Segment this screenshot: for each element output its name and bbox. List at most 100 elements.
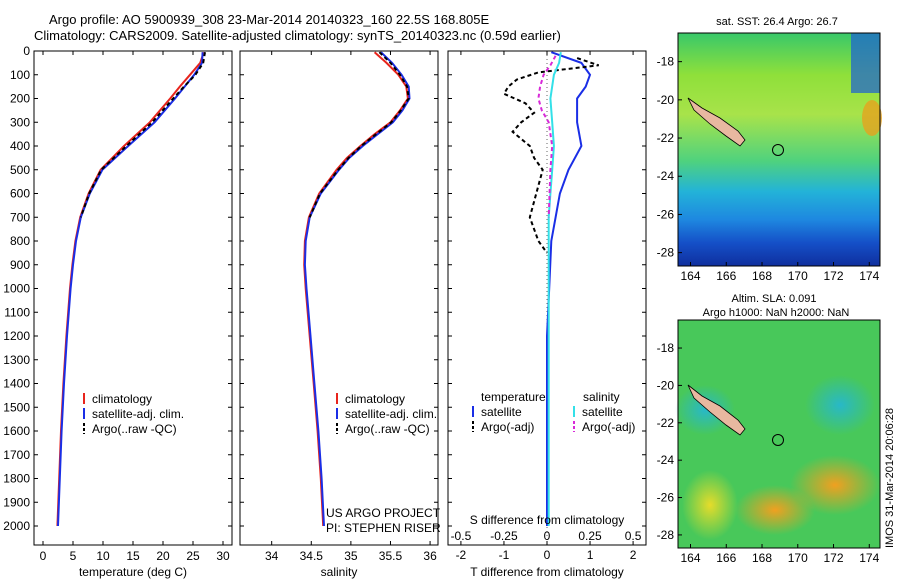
pi-credit: PI: STEPHEN RISER — [326, 521, 441, 535]
x-tick-label: 0 — [544, 548, 551, 562]
y-tick-label: 1800 — [3, 472, 30, 486]
s-tick-label: -0.5 — [451, 529, 472, 543]
map-y-tick-label: -24 — [657, 169, 675, 183]
map-y-tick-label: -26 — [657, 491, 675, 505]
legend-label-t-argo: Argo(-adj) — [481, 420, 534, 434]
map-y-tick-label: -18 — [657, 341, 675, 355]
map-y-tick-label: -20 — [657, 378, 675, 392]
map-y-tick-label: -24 — [657, 453, 675, 467]
series-line-climatology — [56, 51, 205, 527]
map-x-tick-label: 174 — [859, 269, 879, 283]
map-x-tick-label: 166 — [716, 269, 736, 283]
x-tick-label: 30 — [216, 549, 230, 563]
x-tick-label: 1 — [587, 548, 594, 562]
legend-label-argo: Argo(..raw -QC) — [92, 422, 177, 436]
difference-top-xlabel: S difference from climatology — [470, 513, 625, 527]
argo-position-marker — [772, 144, 784, 156]
map-x-tick-label: 170 — [788, 551, 808, 565]
x-tick-label: 34.5 — [300, 549, 324, 563]
sst-map-frame — [677, 32, 881, 267]
x-tick-label: 35.5 — [379, 549, 403, 563]
y-tick-label: 0 — [23, 44, 30, 58]
y-tick-label: 900 — [10, 258, 30, 272]
x-tick-label: 5 — [70, 549, 77, 563]
map-x-tick-label: 170 — [788, 269, 808, 283]
x-tick-label: -1 — [499, 548, 510, 562]
sst-map — [677, 32, 882, 267]
sst-field — [678, 33, 880, 266]
y-tick-label: 1200 — [3, 329, 30, 343]
s-tick-label: 0.5 — [625, 529, 642, 543]
temperature-axes — [33, 50, 233, 546]
temperature-xlabel: temperature (deg C) — [79, 565, 187, 579]
map-y-tick-label: -28 — [657, 528, 675, 542]
map-y-tick-label: -20 — [657, 93, 675, 107]
x-tick-label: -2 — [456, 548, 467, 562]
y-tick-label: 1500 — [3, 400, 30, 414]
legend-label-s-satellite: satellite — [582, 405, 623, 419]
x-tick-label: 20 — [156, 549, 170, 563]
sla-low-1 — [805, 375, 875, 435]
legend-label-argo: Argo(..raw -QC) — [345, 422, 430, 436]
sst-warm-patch — [851, 33, 880, 93]
sla-map-frame — [677, 319, 881, 549]
difference-xlabel: T difference from climatology — [470, 565, 624, 579]
project-credit: US ARGO PROJECT — [326, 506, 441, 520]
map-x-tick-label: 172 — [824, 269, 844, 283]
difference-legend: temperature salinity satellite Argo(-adj… — [472, 390, 635, 434]
new-caledonia-island — [687, 384, 746, 436]
salinity-legend: climatology satellite-adj. clim. Argo(..… — [336, 392, 437, 436]
sla-high-2 — [735, 485, 815, 535]
map-y-tick-label: -22 — [657, 131, 675, 145]
figure-title-line1: Argo profile: AO 5900939_308 23-Mar-2014… — [49, 12, 490, 27]
legend-label-climatology: climatology — [345, 392, 405, 406]
new-caledonia-island — [687, 97, 746, 147]
series-line-satellite-adj-clim- — [303, 51, 411, 527]
legend-label-satellite: satellite-adj. clim. — [345, 407, 437, 421]
argo-position-marker — [772, 434, 784, 446]
map-x-tick-label: 168 — [752, 269, 772, 283]
legend-label-climatology: climatology — [92, 392, 152, 406]
y-tick-label: 100 — [10, 68, 30, 82]
temperature-plot: 0 5 10 15 20 25 300100200300400500600700800900… — [3, 44, 232, 563]
sst-hot-spot — [862, 100, 882, 136]
map-x-tick-label: 164 — [680, 551, 700, 565]
legend-title-salinity: salinity — [583, 390, 620, 404]
map-x-tick-label: 166 — [716, 551, 736, 565]
map-x-tick-label: 174 — [859, 551, 879, 565]
temperature-legend: climatology satellite-adj. clim. Argo(..… — [83, 392, 184, 436]
series-line-satellite-adj-clim- — [57, 52, 204, 527]
legend-label-satellite: satellite-adj. clim. — [92, 407, 184, 421]
salinity-xlabel: salinity — [321, 565, 358, 579]
s-tick-label: -0.25 — [490, 529, 518, 543]
sla-low-2 — [675, 385, 735, 435]
series-line-s-argo-adj- — [537, 55, 557, 218]
difference-plot: -2 -1 0 1 2-0.5 -0.25 0 0.25 0.5 — [448, 50, 646, 562]
x-tick-label: 15 — [126, 549, 140, 563]
y-tick-label: 1100 — [4, 305, 30, 319]
x-tick-label: 35 — [344, 549, 358, 563]
y-tick-label: 2000 — [3, 519, 30, 533]
y-tick-label: 400 — [10, 139, 30, 153]
y-tick-label: 800 — [10, 234, 30, 248]
imos-timestamp: IMOS 31-Mar-2014 20:06:28 — [884, 408, 896, 548]
sla-high-3 — [682, 470, 738, 540]
series-line-argo-raw-qc- — [308, 51, 410, 218]
map-y-tick-label: -28 — [657, 246, 675, 260]
y-tick-label: 300 — [10, 115, 30, 129]
sla-map-subtitle: Argo h1000: NaN h2000: NaN — [703, 307, 850, 319]
map-y-tick-label: -18 — [657, 55, 675, 69]
legend-label-s-argo: Argo(-adj) — [582, 420, 635, 434]
sla-high-1 — [790, 455, 880, 515]
sst-map-title: sat. SST: 26.4 Argo: 26.7 — [716, 16, 838, 28]
legend-label-t-satellite: satellite — [481, 405, 522, 419]
x-tick-label: 10 — [96, 549, 110, 563]
x-tick-label: 36 — [423, 549, 437, 563]
x-tick-label: 34 — [265, 549, 279, 563]
series-line-t-satellite — [546, 51, 592, 526]
legend-title-temperature: temperature — [481, 390, 546, 404]
salinity-plot: 34 34.5 35 35.5 36 — [240, 50, 438, 563]
s-tick-label: 0.25 — [578, 529, 602, 543]
y-tick-label: 1900 — [3, 495, 30, 509]
y-tick-label: 1300 — [3, 353, 30, 367]
